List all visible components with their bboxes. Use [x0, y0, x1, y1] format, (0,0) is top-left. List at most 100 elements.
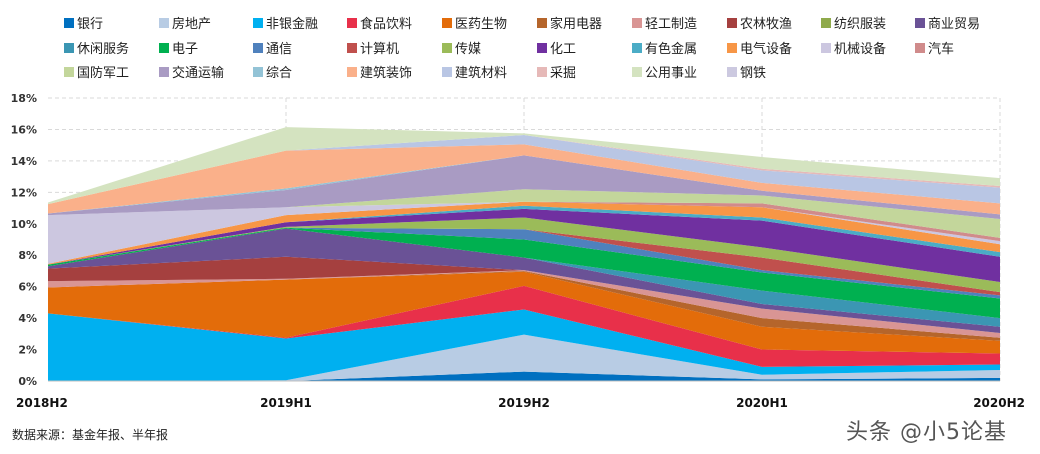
legend-item: 食品饮料 [347, 13, 412, 32]
legend-item: 轻工制造 [632, 13, 697, 32]
legend-swatch [821, 42, 831, 53]
legend-item: 建筑材料 [442, 62, 507, 81]
legend-swatch [159, 42, 169, 53]
area-series-5 [48, 271, 1000, 354]
source-note: 数据来源：基金年报、半年报 [12, 428, 169, 442]
legend-label: 采掘 [550, 66, 577, 81]
y-tick-label: 10% [11, 218, 37, 231]
legend-item: 商业贸易 [915, 13, 980, 32]
legend-swatch [159, 66, 169, 77]
legend-item: 传媒 [442, 38, 481, 57]
legend-swatch [727, 66, 737, 77]
legend-label: 轻工制造 [645, 17, 698, 32]
legend-item: 化工 [537, 38, 576, 57]
legend-label: 计算机 [360, 42, 400, 57]
y-tick-label: 8% [18, 249, 37, 262]
legend-item: 有色金属 [632, 38, 697, 57]
legend-label: 电子 [172, 42, 199, 57]
legend-swatch [64, 66, 74, 77]
area-series-24 [48, 144, 1000, 215]
watermark: 头条 @小5论基 [846, 420, 1007, 445]
x-tick-label: 2020H2 [973, 396, 1025, 410]
legend-swatch [537, 17, 547, 28]
chart-legend: 银行 房地产 非银金融 食品饮料 医药生物 家用电器 轻工制造 农林牧渔 纺织服装 商业贸易 休闲服… [0, 0, 1040, 90]
legend-label: 建筑装饰 [360, 66, 413, 81]
legend-item: 公用事业 [632, 62, 697, 81]
legend-label: 纺织服装 [834, 17, 887, 32]
legend-swatch [632, 17, 642, 28]
x-tick-label: 2019H2 [498, 396, 550, 410]
legend-label: 非银金融 [266, 17, 319, 32]
legend-label: 汽车 [928, 42, 955, 57]
legend-item: 机械设备 [821, 38, 886, 57]
legend-swatch [64, 42, 74, 53]
legend-swatch [632, 42, 642, 53]
legend-swatch [347, 17, 357, 28]
y-tick-label: 12% [11, 186, 37, 199]
legend-item: 纺织服装 [821, 13, 886, 32]
legend-swatch [442, 66, 452, 77]
legend-item: 电气设备 [727, 38, 792, 57]
area-series-21 [48, 189, 1000, 238]
legend-label: 钢铁 [740, 66, 767, 81]
area-series-17 [48, 205, 1000, 265]
legend-label: 食品饮料 [360, 17, 413, 32]
area-series-11 [48, 228, 1000, 327]
y-tick-label: 4% [18, 312, 37, 325]
legend-item: 电子 [159, 38, 198, 57]
legend-item: 房地产 [159, 13, 211, 32]
legend-label: 综合 [266, 66, 293, 81]
legend-label: 交通运输 [172, 66, 225, 81]
legend-swatch [537, 42, 547, 53]
area-series-12 [48, 227, 1000, 319]
legend-item: 银行 [64, 13, 103, 32]
legend-swatch [253, 66, 263, 77]
legend-swatch [347, 42, 357, 53]
legend-swatch [442, 17, 452, 28]
area-series-27 [48, 127, 1000, 205]
legend-label: 商业贸易 [928, 17, 981, 32]
legend-label: 国防军工 [77, 66, 130, 81]
area-series-3 [48, 309, 1000, 381]
area-series-22 [48, 155, 1000, 220]
legend-item: 钢铁 [727, 62, 766, 81]
stacked-area-chart: 0% 2% 4% 6% 8% 10% 12% 14% 16% 18% 2018H2 2019H1 201… [11, 92, 1025, 410]
legend-label: 公用事业 [645, 66, 698, 81]
legend-label: 电气设备 [740, 42, 793, 57]
legend-swatch [347, 66, 357, 77]
legend-swatch [727, 17, 737, 28]
y-tick-label: 18% [11, 92, 37, 105]
legend-swatch [915, 17, 925, 28]
x-tick-label: 2018H2 [16, 396, 68, 410]
legend-swatch [537, 66, 547, 77]
area-series-4 [48, 285, 1000, 367]
legend-item: 交通运输 [159, 62, 224, 81]
area-series-10 [48, 228, 1000, 334]
area-series-1 [48, 371, 1000, 381]
legend-item: 汽车 [915, 38, 954, 57]
legend-item: 采掘 [537, 62, 576, 81]
legend-swatch [632, 66, 642, 77]
legend-item: 通信 [253, 38, 292, 57]
legend-item: 家用电器 [537, 13, 602, 32]
legend-label: 通信 [266, 42, 293, 57]
legend-item: 建筑装饰 [347, 62, 412, 81]
area-series-18 [48, 201, 1000, 265]
area-series-16 [48, 208, 1000, 282]
x-tick-label: 2020H1 [736, 396, 788, 410]
legend-item: 非银金融 [253, 13, 318, 32]
legend-swatch [727, 42, 737, 53]
legend-label: 房地产 [172, 17, 212, 32]
legend-item: 计算机 [347, 38, 399, 57]
y-tick-label: 16% [11, 123, 37, 136]
legend-item: 国防军工 [64, 62, 129, 81]
y-tick-label: 14% [11, 155, 37, 168]
legend-item: 医药生物 [442, 13, 507, 32]
legend-item: 农林牧渔 [727, 13, 792, 32]
legend-label: 建筑材料 [455, 66, 508, 81]
legend-swatch [64, 17, 74, 28]
legend-swatch [159, 17, 169, 28]
legend-label: 机械设备 [834, 42, 887, 57]
y-tick-label: 6% [18, 281, 37, 294]
legend-label: 化工 [550, 42, 577, 57]
